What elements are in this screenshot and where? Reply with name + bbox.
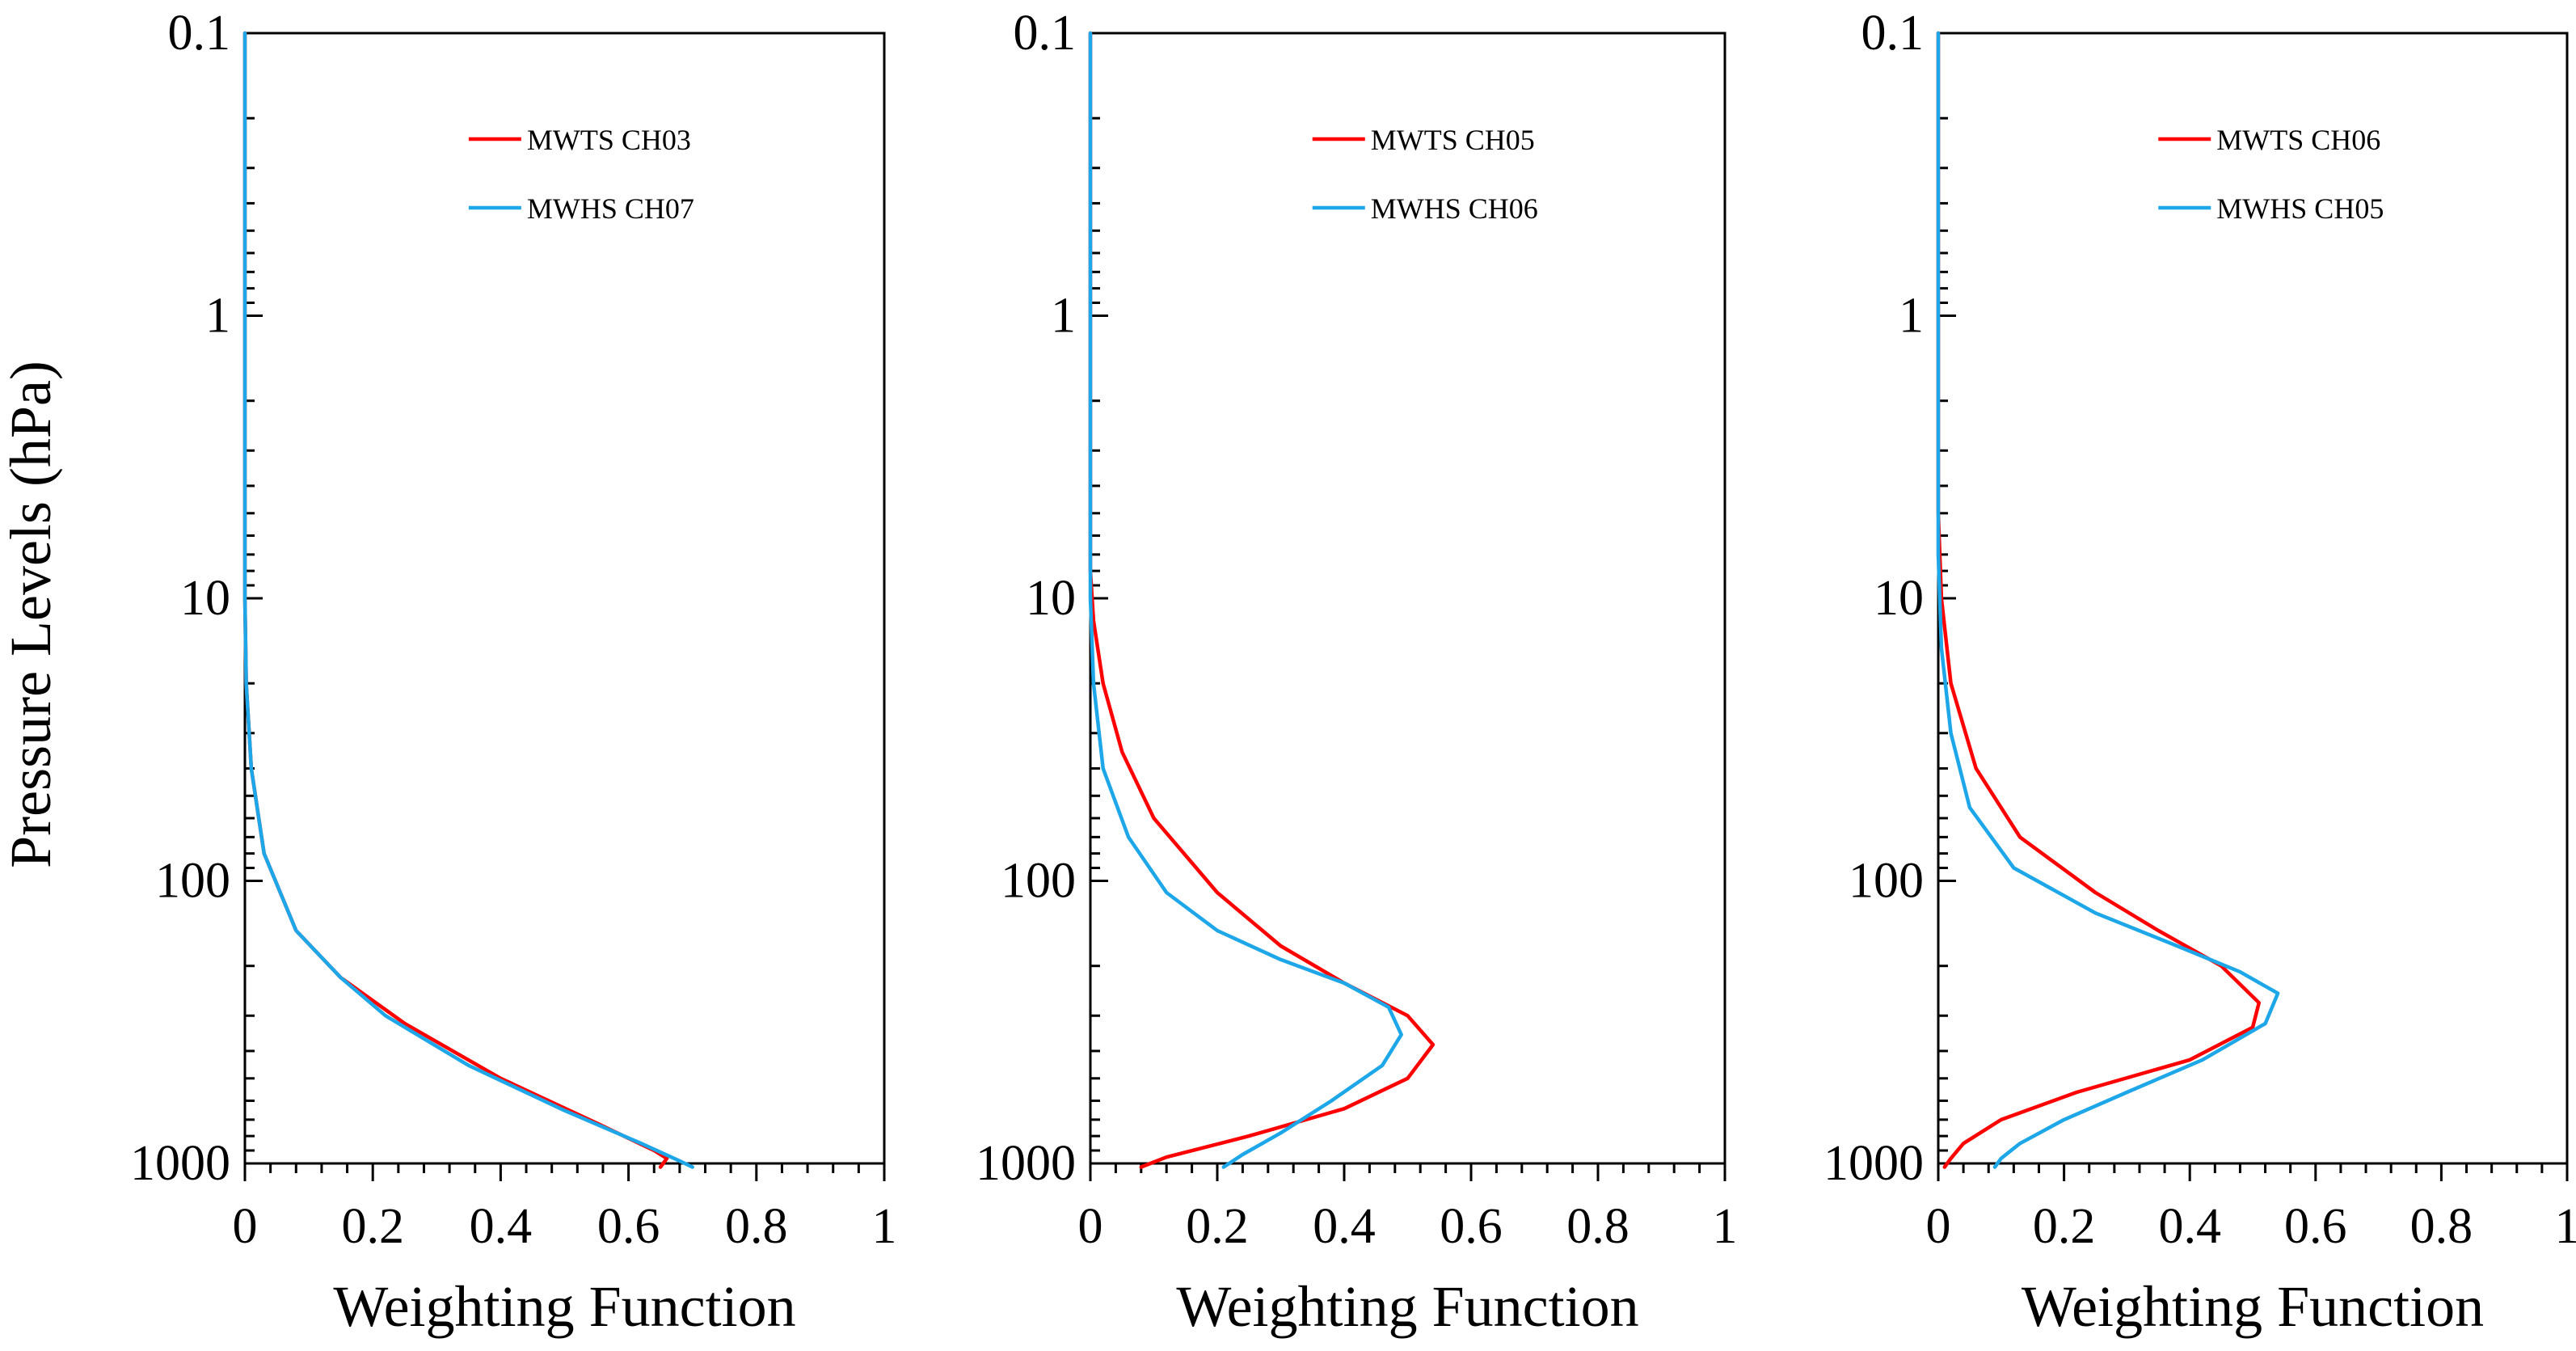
x-tick-label: 0.2 xyxy=(341,1199,404,1254)
legend-label: MWHS CH07 xyxy=(527,192,694,225)
series-line-1 xyxy=(1088,31,1436,1169)
legend-label: MWTS CH03 xyxy=(527,124,691,156)
y-tick-label: 100 xyxy=(1001,854,1076,909)
y-tick-label: 1 xyxy=(205,289,230,344)
x-tick-label: 0.4 xyxy=(2158,1199,2221,1254)
series-line-2 xyxy=(1088,31,1403,1169)
y-tick-label: 1 xyxy=(1899,289,1924,344)
y-tick-label: 1000 xyxy=(130,1136,230,1191)
x-tick-label: 1 xyxy=(2555,1199,2576,1254)
x-tick-label: 0.4 xyxy=(470,1199,533,1254)
x-tick-label: 0 xyxy=(1078,1199,1103,1254)
x-tick-label: 1 xyxy=(1713,1199,1738,1254)
legend-label: MWTS CH05 xyxy=(1371,124,1535,156)
x-tick-label: 0.8 xyxy=(1566,1199,1629,1254)
x-tick-label: 0.2 xyxy=(2033,1199,2096,1254)
series-line-1 xyxy=(1936,31,2262,1169)
y-tick-label: 0.1 xyxy=(168,6,231,61)
y-axis-label: Pressure Levels (hPa) xyxy=(0,361,63,868)
x-tick-label: 0.6 xyxy=(2284,1199,2347,1254)
legend-label: MWHS CH06 xyxy=(1371,192,1538,225)
x-tick-label: 0.8 xyxy=(725,1199,788,1254)
x-tick-label: 0.2 xyxy=(1186,1199,1249,1254)
x-tick-label: 1 xyxy=(872,1199,897,1254)
series-line-2 xyxy=(242,31,694,1169)
x-tick-label: 0.6 xyxy=(597,1199,660,1254)
x-tick-label: 0.8 xyxy=(2410,1199,2473,1254)
y-tick-label: 1 xyxy=(1051,289,1076,344)
x-axis-label: Weighting Function xyxy=(333,1274,795,1339)
y-tick-label: 10 xyxy=(1874,571,1924,626)
y-tick-label: 100 xyxy=(1849,854,1924,909)
y-tick-label: 1000 xyxy=(1823,1136,1924,1191)
series-line-2 xyxy=(1936,31,2280,1169)
legend-label: MWTS CH06 xyxy=(2216,124,2380,156)
legend-label: MWHS CH05 xyxy=(2216,192,2384,225)
y-tick-label: 1000 xyxy=(976,1136,1076,1191)
y-tick-label: 0.1 xyxy=(1861,6,1925,61)
y-tick-label: 10 xyxy=(180,571,230,626)
y-tick-label: 100 xyxy=(155,854,230,909)
y-tick-label: 10 xyxy=(1026,571,1076,626)
x-tick-label: 0.6 xyxy=(1440,1199,1503,1254)
y-tick-label: 0.1 xyxy=(1014,6,1077,61)
x-tick-label: 0 xyxy=(1926,1199,1951,1254)
x-axis-label: Weighting Function xyxy=(1176,1274,1638,1339)
x-tick-label: 0 xyxy=(233,1199,258,1254)
x-axis-label: Weighting Function xyxy=(2022,1274,2484,1339)
x-tick-label: 0.4 xyxy=(1313,1199,1376,1254)
